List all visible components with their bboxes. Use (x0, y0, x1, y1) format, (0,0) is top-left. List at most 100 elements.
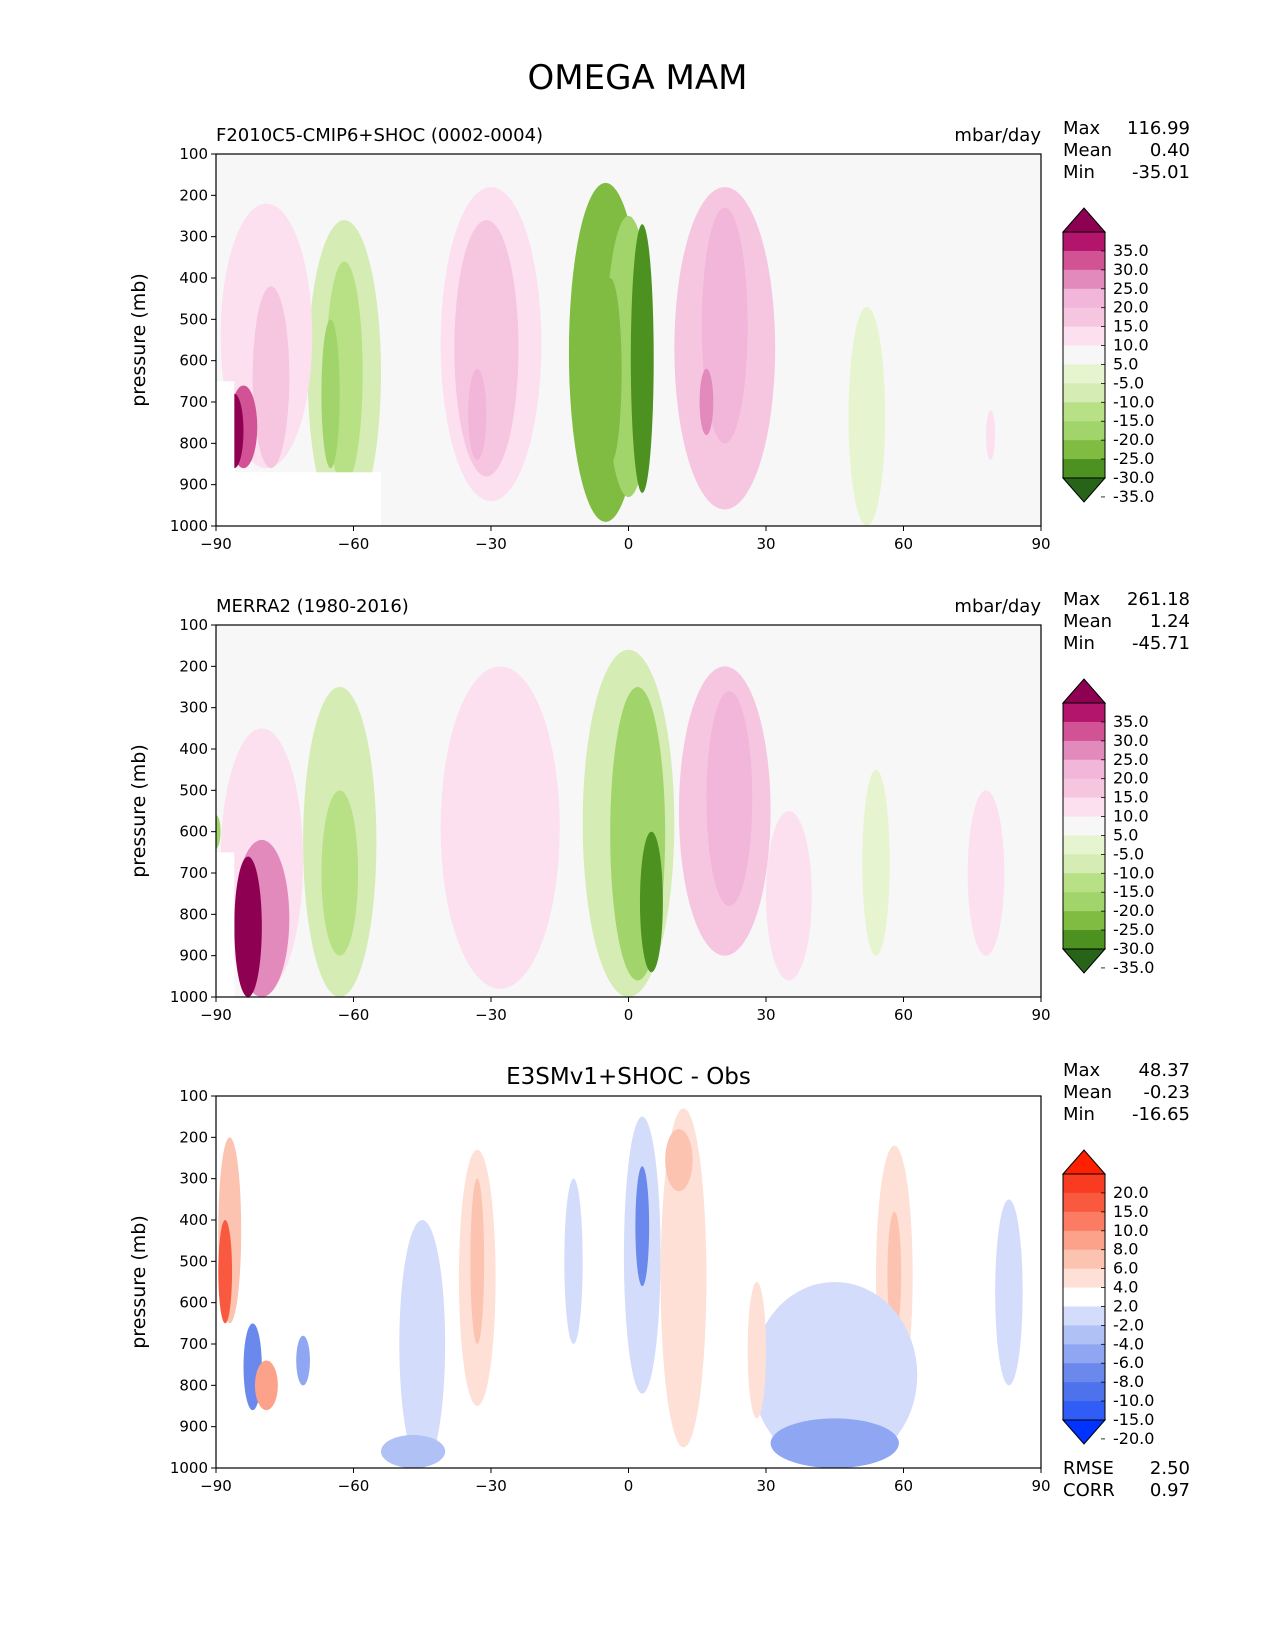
x-tick-label: −90 (200, 535, 232, 553)
colorbar-label: 15.0 (1113, 1202, 1149, 1221)
colorbar-frame (1062, 1173, 1106, 1421)
stat-label: Min (1063, 633, 1095, 654)
x-tick-label: 60 (894, 1477, 913, 1495)
x-tick-label: −90 (200, 1006, 232, 1024)
colorbar-label: 10.0 (1113, 807, 1149, 826)
colorbar-label: -30.0 (1113, 468, 1154, 487)
colorbar-bin (1063, 703, 1105, 723)
colorbar-bin (1063, 892, 1105, 912)
colorbar-bin (1063, 440, 1105, 460)
colorbar-frame (1062, 702, 1106, 950)
contour-region (862, 769, 890, 956)
stat-label: Mean (1063, 611, 1112, 632)
contour-region (296, 1335, 310, 1386)
colorbar-bin (1063, 911, 1105, 931)
y-tick-label: 900 (179, 1418, 208, 1436)
colorbar-bin (1063, 797, 1105, 818)
stat-label: CORR (1063, 1480, 1115, 1501)
x-tick-label: −90 (200, 1477, 232, 1495)
colorbar-label: 10.0 (1113, 1221, 1149, 1240)
contour-region (216, 815, 221, 849)
y-tick-label: 200 (179, 186, 208, 204)
y-tick-label: 400 (179, 269, 208, 287)
colorbar-label: -10.0 (1113, 392, 1154, 411)
colorbar-label: 6.0 (1113, 1259, 1138, 1278)
colorbar-bin (1063, 816, 1105, 836)
y-tick-label: 200 (179, 657, 208, 675)
stat-label: Max (1063, 589, 1101, 610)
colorbar-label: -20.0 (1113, 901, 1154, 920)
panel-title: E3SMv1+SHOC - Obs (506, 1064, 751, 1090)
contour-region (381, 1434, 446, 1468)
y-tick-label: 600 (179, 352, 208, 370)
stat-value: 0.40 (1150, 140, 1190, 161)
missing-data-mask (216, 472, 381, 526)
contour-region (639, 831, 663, 973)
y-tick-label: 1000 (170, 1459, 208, 1477)
colorbar-label: 15.0 (1113, 317, 1149, 336)
colorbar-bin (1063, 326, 1105, 347)
contour-region (752, 1282, 918, 1468)
panel-title: MERRA2 (1980-2016) (216, 596, 409, 617)
colorbar-label: -10.0 (1113, 1391, 1154, 1410)
x-tick-label: 90 (1031, 535, 1050, 553)
colorbar-label: 8.0 (1113, 1240, 1138, 1259)
stat-label: Min (1063, 1104, 1095, 1125)
colorbar-label: 25.0 (1113, 750, 1149, 769)
x-tick-label: 30 (756, 1006, 775, 1024)
missing-data-mask (216, 381, 235, 473)
x-tick-label: 0 (624, 1477, 634, 1495)
colorbar-label: 30.0 (1113, 731, 1149, 750)
colorbar-label: -8.0 (1113, 1372, 1144, 1391)
colorbar-label: 4.0 (1113, 1278, 1138, 1297)
panel-title: F2010C5-CMIP6+SHOC (0002-0004) (216, 125, 543, 146)
colorbar-extend-bottom (1061, 1419, 1107, 1445)
contour-region (470, 1178, 485, 1345)
y-tick-label: 800 (179, 1376, 208, 1394)
missing-data-mask (216, 1323, 235, 1415)
y-tick-label: 100 (179, 145, 208, 163)
y-tick-label: 900 (179, 476, 208, 494)
y-tick-label: 800 (179, 434, 208, 452)
figure-title: OMEGA MAM (527, 58, 748, 98)
stat-value: 116.99 (1127, 118, 1190, 139)
contour-region (254, 1360, 278, 1411)
y-tick-label: 700 (179, 1335, 208, 1353)
colorbar-label: 35.0 (1113, 712, 1149, 731)
colorbar-label: 15.0 (1113, 788, 1149, 807)
colorbar-frame (1062, 231, 1106, 479)
y-tick-label: 900 (179, 947, 208, 965)
y-tick-label: 100 (179, 1087, 208, 1105)
colorbar-label: 10.0 (1113, 336, 1149, 355)
contour-region (234, 856, 262, 997)
contour-region (399, 1220, 446, 1468)
x-tick-label: 30 (756, 535, 775, 553)
y-tick-label: 100 (179, 616, 208, 634)
colorbar-bin (1063, 854, 1105, 874)
x-tick-label: −60 (338, 535, 370, 553)
colorbar-label: 25.0 (1113, 279, 1149, 298)
colorbar-bin (1063, 1401, 1105, 1421)
colorbar-bin (1063, 383, 1105, 403)
x-tick-label: 30 (756, 1477, 775, 1495)
y-tick-label: 700 (179, 393, 208, 411)
stat-value: -16.65 (1132, 1104, 1190, 1125)
colorbar-bin (1063, 307, 1105, 328)
contour-region (218, 1220, 233, 1324)
colorbar-bin (1063, 1344, 1105, 1364)
contour-region (598, 278, 622, 464)
contour-region (887, 1211, 902, 1336)
colorbar-bin (1063, 269, 1105, 290)
y-axis-label: pressure (mb) (128, 1215, 150, 1349)
stat-value: 261.18 (1127, 589, 1190, 610)
contour-region (770, 1418, 899, 1468)
colorbar-bin (1063, 835, 1105, 855)
contour-region (986, 410, 996, 460)
colorbar-label: -15.0 (1113, 411, 1154, 430)
y-axis-label: pressure (mb) (128, 273, 150, 407)
colorbar-label: 20.0 (1113, 769, 1149, 788)
colorbar-label: -25.0 (1113, 449, 1154, 468)
